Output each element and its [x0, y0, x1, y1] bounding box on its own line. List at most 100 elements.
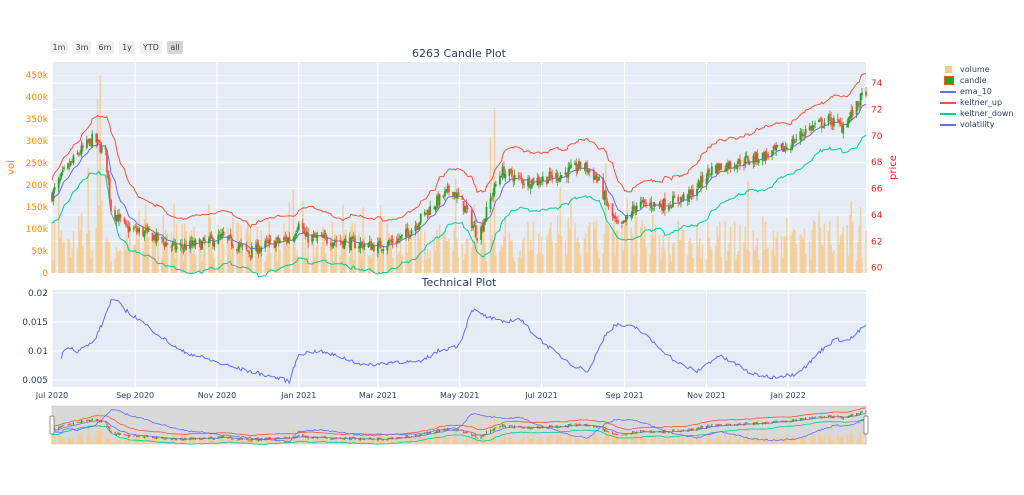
volume-bar — [466, 437, 469, 444]
volume-bar — [803, 228, 806, 273]
range-button-ytd[interactable]: YTD — [140, 41, 162, 54]
volume-bar — [690, 438, 693, 444]
volume-bar — [399, 232, 402, 273]
candle-body — [220, 234, 222, 238]
candle-body — [630, 214, 633, 218]
volume-bar — [425, 441, 427, 444]
volume-bar — [631, 436, 634, 444]
candle-body — [429, 206, 432, 215]
volume-bar — [303, 256, 305, 273]
volume-bar — [275, 242, 277, 273]
volume-bar — [171, 249, 174, 273]
volume-bar — [343, 436, 346, 444]
candle-body — [744, 156, 747, 165]
volume-bar — [709, 439, 712, 444]
volume-bar — [528, 250, 531, 273]
volume-bars — [51, 75, 867, 273]
volume-bar — [567, 434, 570, 444]
volatility-tick-label: 0.01 — [28, 347, 48, 357]
volume-bar — [395, 245, 398, 273]
volume-bar — [622, 250, 625, 273]
volume-bar — [532, 434, 535, 444]
volume-bar — [57, 426, 60, 444]
candle-body — [625, 216, 627, 223]
volume-bar — [174, 441, 177, 444]
volume-bar — [424, 231, 426, 273]
volume-bar — [782, 441, 784, 444]
volume-bar — [161, 441, 163, 444]
volume-bar — [630, 227, 633, 273]
candle-body — [236, 249, 238, 251]
volume-bar — [71, 439, 73, 444]
legend-item-keltner-up[interactable]: keltner_up — [938, 97, 1014, 108]
volume-bar — [324, 253, 327, 273]
legend-item-volatility[interactable]: volatility — [938, 119, 1014, 130]
range-slider-handle[interactable] — [49, 415, 55, 435]
volume-bar — [67, 437, 69, 444]
volume-bar — [390, 237, 393, 273]
volume-bar — [795, 438, 798, 444]
range-button-all[interactable]: all — [167, 41, 183, 54]
candle-body — [851, 110, 854, 116]
volume-bar — [829, 434, 831, 444]
volume-bar — [511, 438, 513, 444]
volume-bar — [737, 250, 740, 273]
volume-bar — [448, 238, 450, 273]
volume-bar — [717, 437, 720, 444]
volume-bar — [841, 436, 843, 444]
candle-body — [293, 236, 296, 241]
volume-bar — [724, 434, 726, 444]
volume-bar — [692, 257, 694, 273]
volume-bar — [200, 241, 202, 273]
range-button-6m[interactable]: 6m — [96, 41, 114, 54]
volume-bar — [228, 437, 230, 444]
volume-bar — [641, 220, 643, 273]
volume-bar — [390, 437, 393, 444]
volume-bar — [306, 257, 308, 273]
volume-bar — [316, 229, 319, 273]
volume-bar — [611, 226, 614, 273]
volume-bar — [370, 441, 372, 444]
volume-bar — [538, 232, 540, 273]
volume-bar — [842, 435, 844, 444]
volume-bar — [583, 238, 586, 273]
legend-item-volume[interactable]: volume — [938, 64, 1014, 75]
volume-bar — [725, 441, 728, 444]
volume-bar — [791, 436, 794, 444]
candle-body — [391, 239, 394, 244]
range-slider-handle[interactable] — [863, 415, 869, 435]
volume-bar — [155, 260, 158, 273]
volume-bar — [509, 438, 512, 444]
volume-bar — [108, 242, 111, 273]
candle-body — [352, 236, 355, 240]
legend-item-keltner-down[interactable]: keltner_down — [938, 108, 1014, 119]
legend-item-ema-10[interactable]: ema_10 — [938, 86, 1014, 97]
candle-body — [222, 231, 225, 236]
volume-bar — [52, 441, 55, 444]
volume-bar — [841, 233, 843, 273]
volume-bar — [677, 220, 680, 273]
range-button-1y[interactable]: 1y — [119, 41, 135, 54]
range-button-1m[interactable]: 1m — [50, 41, 68, 54]
candle-body — [248, 251, 251, 254]
volume-bar — [358, 436, 360, 444]
range-button-3m[interactable]: 3m — [73, 41, 91, 54]
legend-item-candle[interactable]: candle — [938, 75, 1014, 86]
candle-body — [513, 174, 516, 181]
volume-bar — [127, 244, 130, 273]
candle-body — [654, 203, 657, 205]
volume-bar — [578, 242, 580, 273]
volume-bar — [697, 245, 700, 273]
legend-label: keltner_down — [960, 109, 1014, 118]
volume-bar — [689, 437, 692, 444]
candle-body — [268, 239, 271, 244]
volume-bar — [508, 232, 511, 273]
candle-body — [63, 167, 65, 169]
volume-bar — [126, 232, 128, 273]
volume-bar — [810, 259, 812, 273]
candle-body — [246, 250, 249, 252]
candle-body — [859, 93, 862, 106]
volume-bar — [744, 226, 747, 273]
volume-bar — [692, 441, 694, 444]
candle-body — [677, 196, 680, 202]
